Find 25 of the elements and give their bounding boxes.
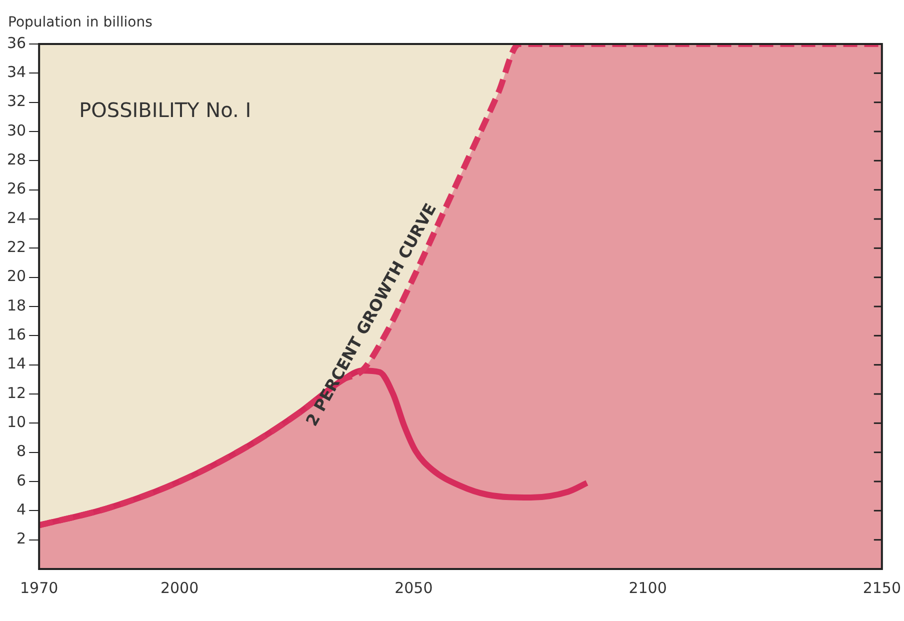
y-tick-label: 16 [6, 326, 26, 344]
y-tick-label: 22 [6, 238, 26, 256]
y-tick-label: 8 [16, 442, 26, 460]
y-tick-label: 20 [6, 267, 26, 286]
text: POSSIBILITY No. I [79, 98, 252, 122]
y-tick-label: 32 [6, 92, 26, 110]
y-tick-label: 30 [6, 121, 26, 140]
y-tick-label: 36 [6, 34, 26, 52]
y-tick-label: 34 [6, 63, 26, 82]
y-axis-title: Population in billions [8, 14, 152, 31]
y-tick-label: 18 [6, 296, 26, 314]
x-tick-label: 2100 [628, 578, 667, 597]
y-tick-label: 10 [6, 413, 26, 432]
y-tick-label: 26 [6, 180, 26, 198]
y-tick-label: 14 [6, 354, 26, 373]
y-tick-label: 28 [6, 150, 26, 169]
x-tick-label: 1970 [20, 578, 58, 597]
y-tick-label: 2 [16, 530, 26, 548]
x-tick-label: 2150 [862, 578, 902, 597]
y-tick-label: 12 [6, 384, 26, 402]
y-tick-label: 24 [6, 208, 26, 227]
x-tick-label: 2050 [394, 578, 433, 597]
y-tick-label: 4 [16, 500, 26, 519]
x-tick-label: 2000 [160, 578, 199, 597]
y-tick-label: 6 [16, 471, 26, 490]
